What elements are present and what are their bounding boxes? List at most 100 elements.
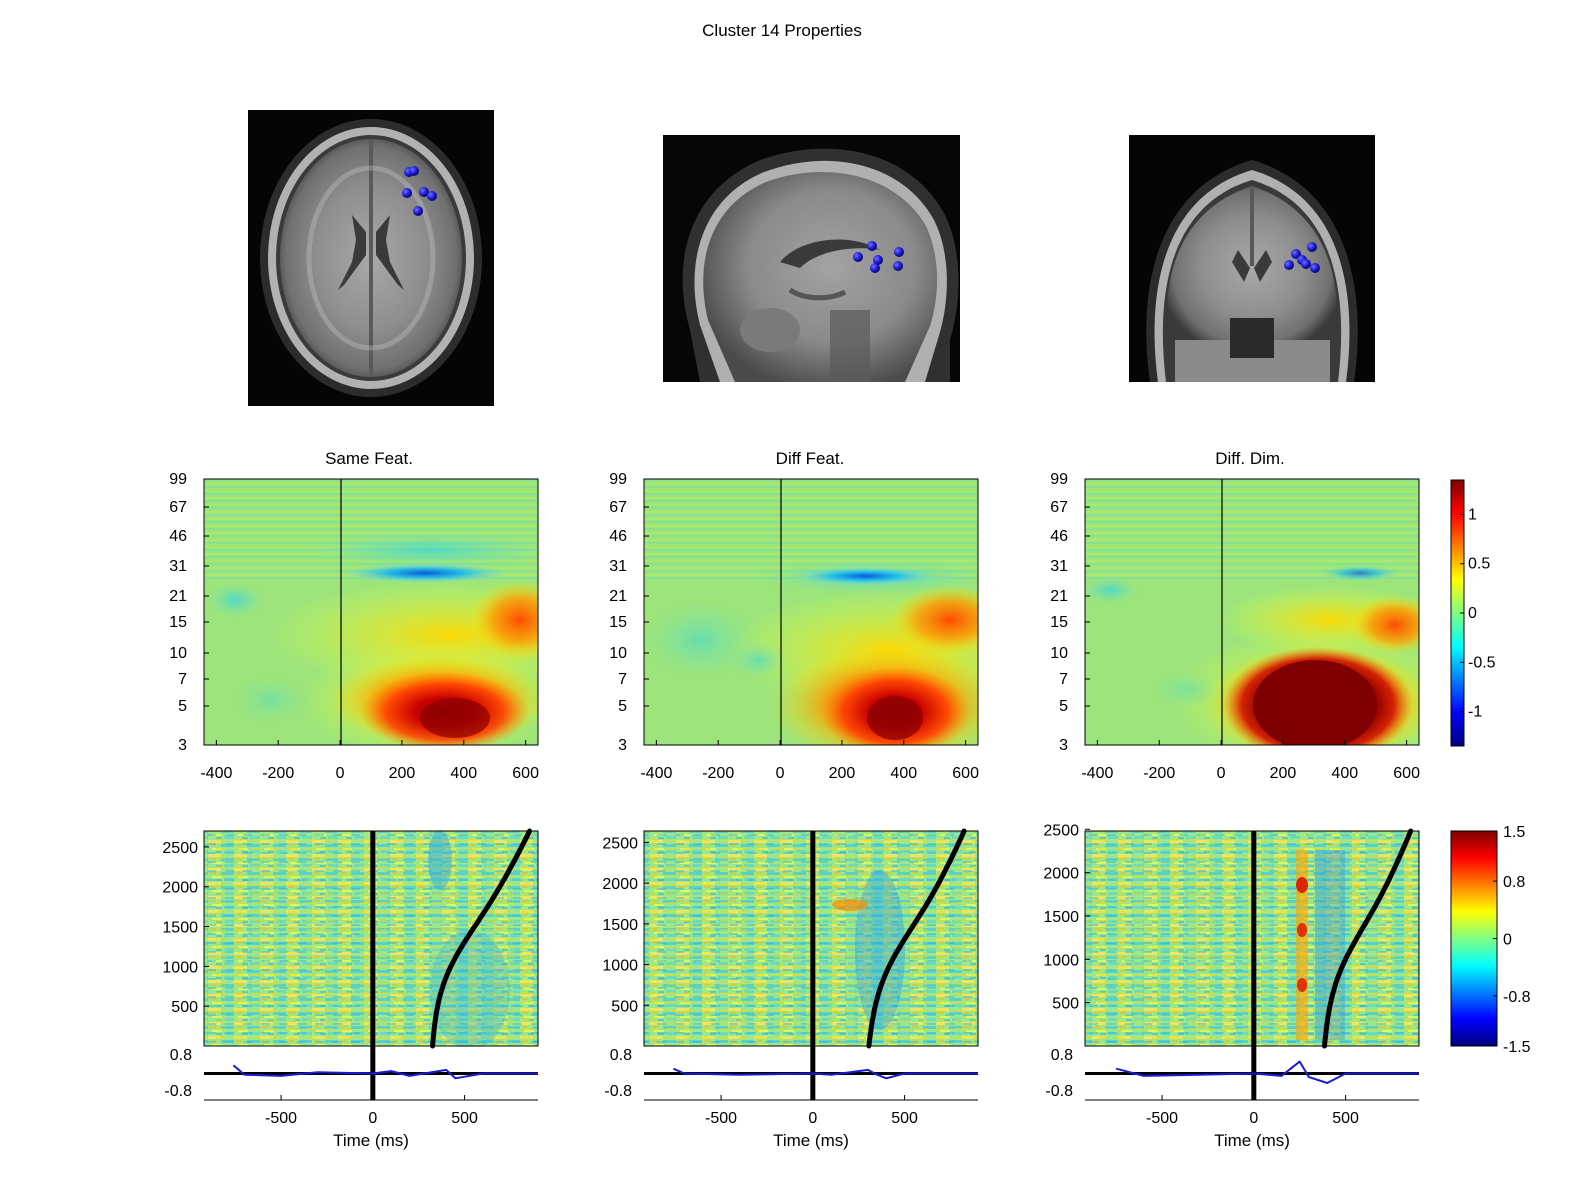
colorbar-tick-label: 1 [1468,506,1477,523]
y-tick-label: 10 [169,645,187,662]
dipole-marker [413,206,423,216]
x-tick-label: -500 [265,1110,297,1127]
x-tick-label: 600 [1393,765,1420,782]
y-tick-label: 15 [609,614,627,631]
colorbar-tick-label: -1 [1468,704,1482,721]
y-tick-label: 5 [1059,698,1068,715]
x-axis-label: Time (ms) [773,1131,849,1150]
ersp-axes-box [643,478,979,746]
dipole-marker [1310,263,1320,273]
x-tick-label: 0 [1217,765,1226,782]
x-tick-label: -500 [1146,1110,1178,1127]
y-tick-label: 31 [1050,558,1068,575]
dipole-marker [1284,260,1294,270]
y-tick-label: 67 [169,499,187,516]
y-tick-label: 21 [609,588,627,605]
x-tick-label: -200 [702,765,734,782]
x-tick-label: -200 [1143,765,1175,782]
erp-trace [232,1064,538,1080]
erp-trace [1115,1060,1419,1084]
y-tick-label: 1000 [602,958,638,975]
y-tick-label: 99 [1050,471,1068,488]
dipole-marker [409,166,419,176]
x-tick-label: 200 [829,765,856,782]
y-tick-label: 31 [169,558,187,575]
y-tick-label: 99 [169,471,187,488]
ersp-axes-box [1084,478,1420,746]
y-tick-label: 500 [611,998,638,1015]
y-tick-label: 1500 [162,920,198,937]
colorbar-tick-label: 0.8 [1503,874,1525,891]
y-tick-label: 21 [1050,588,1068,605]
colorbar-tick-label: -0.5 [1468,654,1496,671]
colorbar-tick-label: -1.5 [1503,1039,1531,1056]
ersp-panel-same-feat: Same Feat. [204,449,538,745]
figure-title: Cluster 14 Properties [702,21,862,40]
x-tick-label: -400 [640,765,672,782]
dipole-marker [867,241,877,251]
y-tick-label: 500 [1052,996,1079,1013]
erp-tick-label: -0.8 [164,1083,192,1100]
mri-coronal-view [1129,135,1375,382]
rt-curve [1322,828,1414,1049]
y-tick-label: 10 [609,645,627,662]
y-tick-label: 10 [1050,645,1068,662]
dipole-marker [894,247,904,257]
x-tick-label: 500 [891,1110,918,1127]
y-tick-label: 67 [609,499,627,516]
erp-tick-label: 0.8 [610,1047,632,1064]
mri-sagittal-view [663,135,960,382]
mri-axial-view [248,110,494,406]
dipole-marker [893,261,903,271]
dipole-marker [870,263,880,273]
y-tick-label: 3 [618,737,627,754]
y-tick-label: 7 [1059,671,1068,688]
colorbar-tick-label: 0 [1468,605,1477,622]
dipole-marker [419,187,429,197]
x-axis-label: Time (ms) [333,1131,409,1150]
dipole-marker [1307,242,1317,252]
x-tick-label: 0 [776,765,785,782]
ersp-panel-diff-dim: Diff. Dim. [1085,449,1419,745]
y-tick-label: 3 [178,737,187,754]
y-tick-label: 67 [1050,499,1068,516]
y-tick-label: 1000 [162,959,198,976]
y-tick-label: 1500 [1043,909,1079,926]
y-tick-label: 2500 [162,840,198,857]
y-tick-label: 7 [618,671,627,688]
ersp-heatmap [644,479,978,745]
y-tick-label: 1000 [1043,952,1079,969]
axes-overlay: -400 -200 0 200 400 60099674631211510753-400-… [162,471,1530,1150]
y-tick-label: 99 [609,471,627,488]
dipole-marker [853,252,863,262]
erp-tick-label: 0.8 [1051,1047,1073,1064]
y-tick-label: 2000 [602,876,638,893]
y-tick-label: 15 [169,614,187,631]
x-tick-label: 400 [450,765,477,782]
colorbar-tick-label: 0 [1503,932,1512,949]
panel-title: Diff. Dim. [1215,449,1285,468]
x-tick-label: 0 [336,765,345,782]
y-tick-label: 5 [618,698,627,715]
erpimage-colorbar [1450,830,1498,1047]
y-tick-label: 31 [609,558,627,575]
x-tick-label: -500 [705,1110,737,1127]
ersp-heatmap [204,479,538,745]
x-tick-label: 600 [512,765,539,782]
y-tick-label: 5 [178,698,187,715]
ersp-panel-diff-feat: Diff Feat. [644,449,978,745]
x-tick-label: -400 [200,765,232,782]
colorbar-tick-label: 1.5 [1503,824,1525,841]
erp-tick-label: -0.8 [604,1083,632,1100]
y-tick-label: 46 [609,528,627,545]
y-tick-label: 46 [169,528,187,545]
erp-tick-label: -0.8 [1045,1083,1073,1100]
y-tick-label: 3 [1059,737,1068,754]
y-tick-label: 2500 [1043,822,1079,839]
x-tick-label: 0 [368,1110,377,1127]
erp-tick-label: 0.8 [170,1047,192,1064]
y-tick-label: 46 [1050,528,1068,545]
x-tick-label: -400 [1081,765,1113,782]
y-tick-label: 1500 [602,917,638,934]
